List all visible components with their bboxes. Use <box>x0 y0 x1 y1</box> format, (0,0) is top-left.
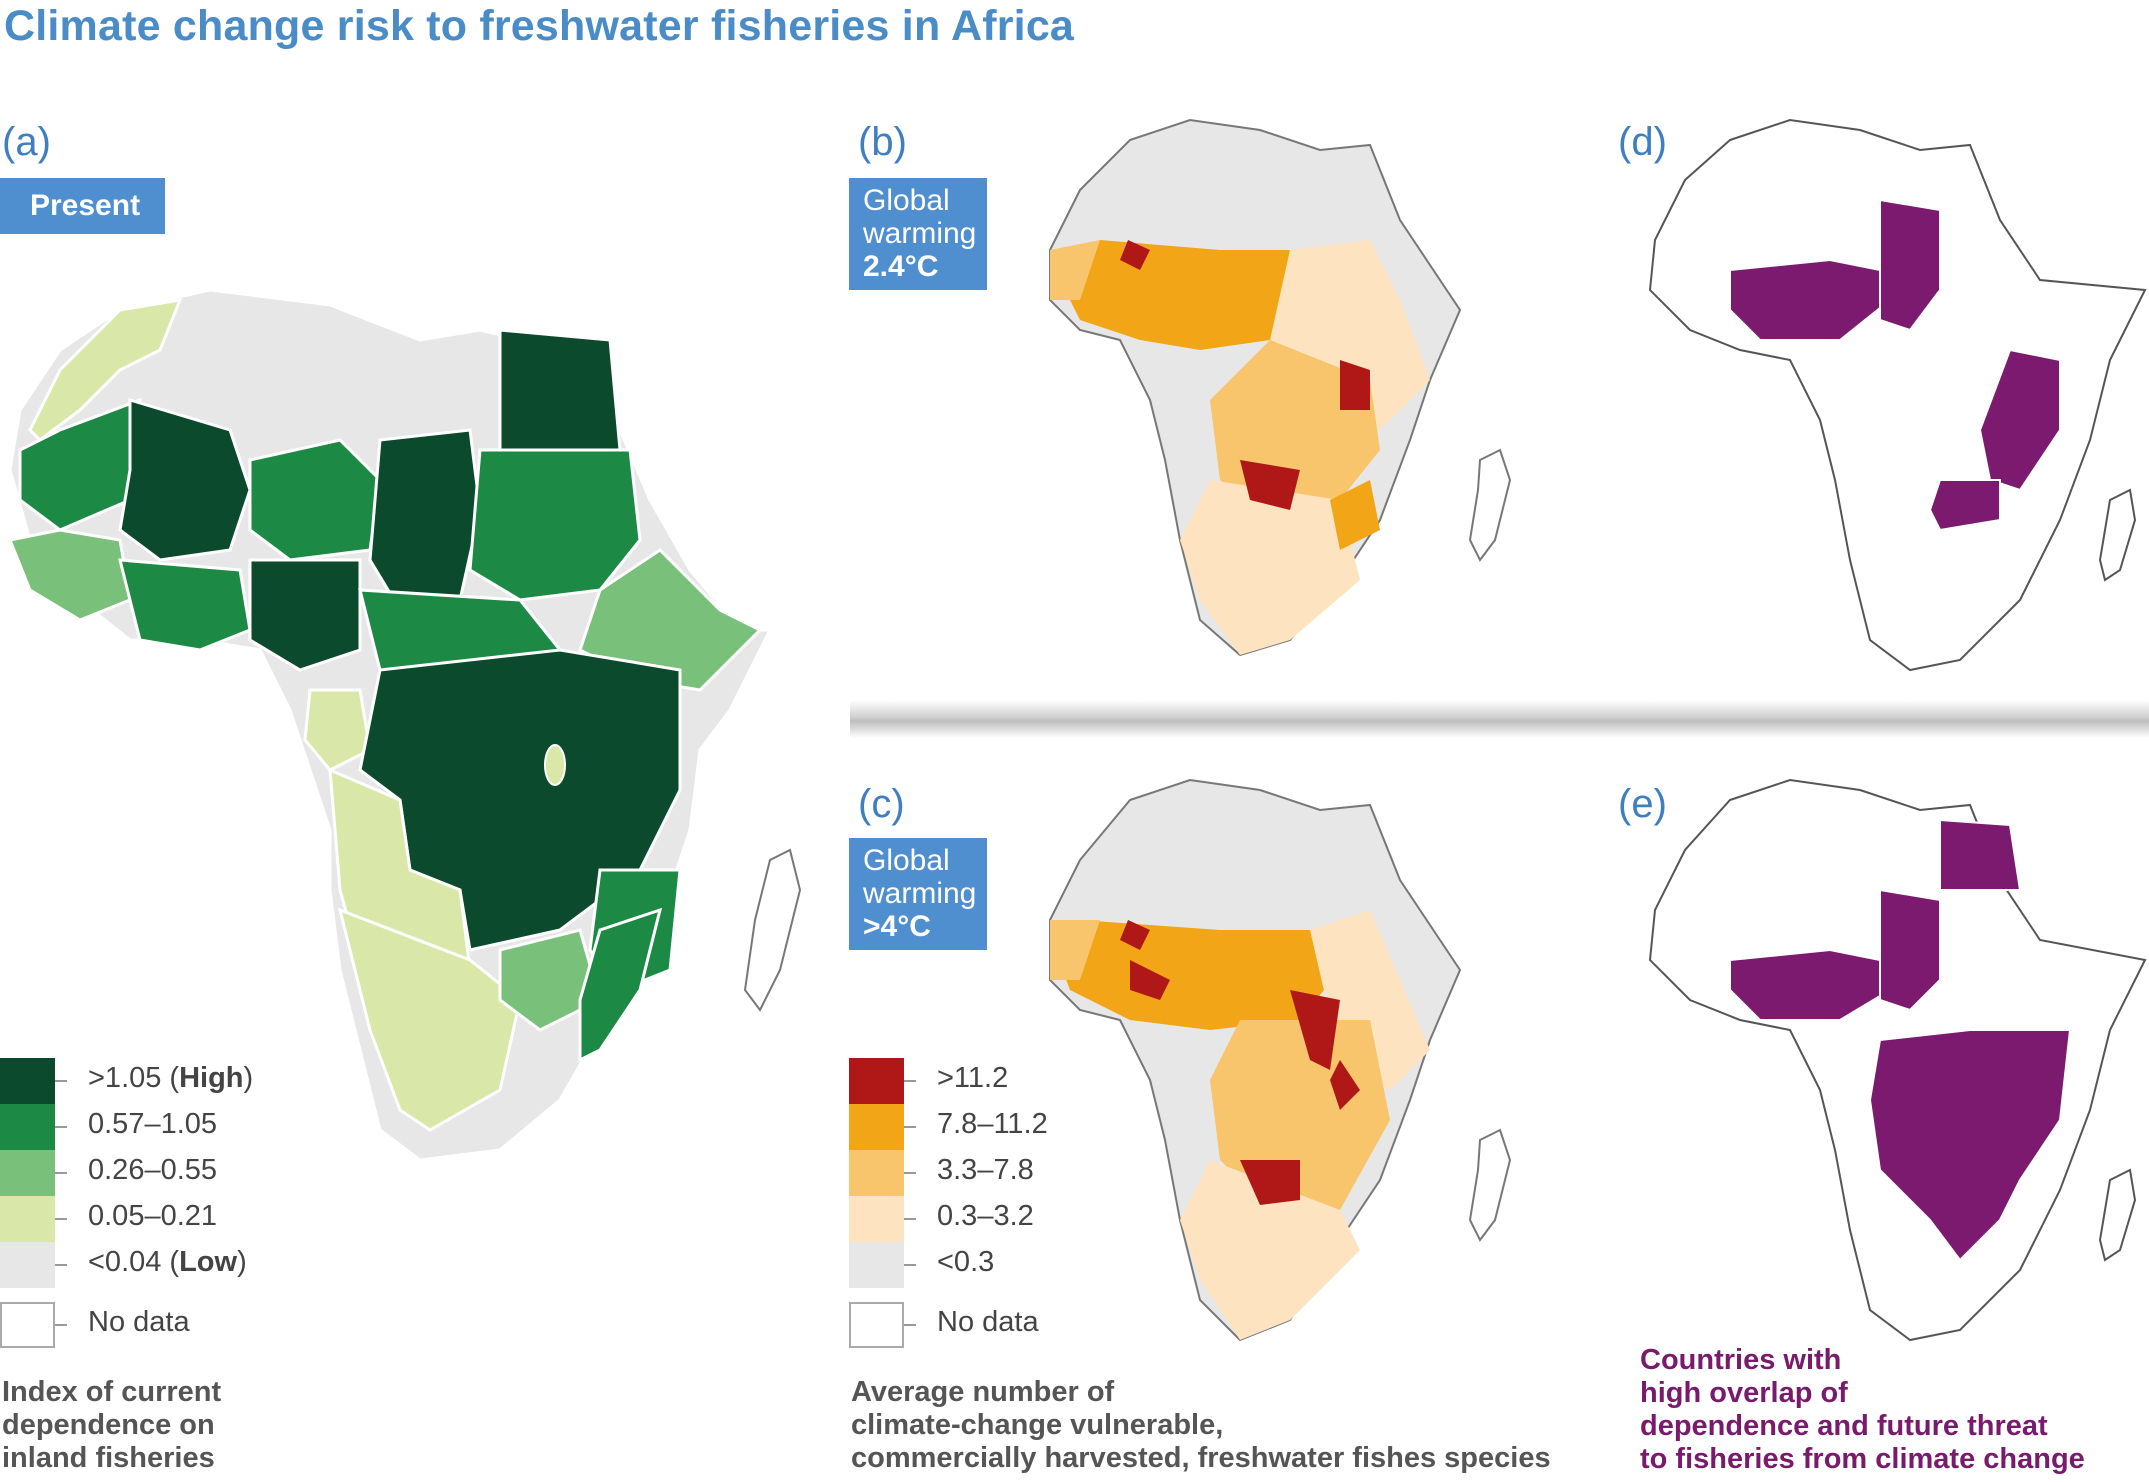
lake-victoria-a <box>544 744 566 786</box>
legend-species-swatch-5 <box>849 1242 904 1288</box>
panel-e-label: (e) <box>1618 782 1667 826</box>
legend-swatch-high <box>0 1058 55 1104</box>
region-nigeria <box>248 558 362 672</box>
warming-badge-c: Global warming >4°C <box>849 838 987 950</box>
region-westcoast <box>7 528 132 622</box>
legend-species-label-3: 3.3–7.8 <box>937 1154 1034 1186</box>
legend-species-label-5: <0.3 <box>937 1246 995 1278</box>
region-namibia <box>337 907 522 1132</box>
legend-label-high: >1.05 (High) <box>88 1062 254 1094</box>
region-mali <box>118 397 252 562</box>
region-zimbabwe <box>498 928 602 1032</box>
region-morocco <box>28 298 183 442</box>
map-e-overlap-4 <box>1648 778 2147 1342</box>
legend-swatch-4 <box>0 1196 55 1242</box>
legend-species-label-2: 7.8–11.2 <box>937 1108 1048 1140</box>
caption-dependence: Index of current dependence on inland fi… <box>2 1376 222 1474</box>
legend-swatch-2 <box>0 1104 55 1150</box>
region-gabon <box>303 688 372 772</box>
map-c-species-4 <box>1049 778 1512 1342</box>
panel-c-label: (c) <box>858 782 905 826</box>
legend-swatch-low <box>0 1242 55 1288</box>
legend-label-3: 0.26–0.55 <box>88 1154 218 1186</box>
legend-species-swatch-4 <box>849 1196 904 1242</box>
legend-label-nodata: No data <box>88 1306 190 1338</box>
legend-species-label-4: 0.3–3.2 <box>937 1200 1034 1232</box>
legend-species-swatch-nodata <box>849 1302 904 1348</box>
legend-species-label-nodata: No data <box>937 1306 1039 1338</box>
legend-species-swatch-3 <box>849 1150 904 1196</box>
caption-species: Average number of climate-change vulnera… <box>851 1376 1551 1474</box>
legend-label-2: 0.57–1.05 <box>88 1108 218 1140</box>
warming-badge-b: Global warming 2.4°C <box>849 178 987 290</box>
panel-divider <box>850 700 2149 738</box>
region-guinea-coast <box>118 558 252 652</box>
page-title: Climate change risk to freshwater fisher… <box>4 2 1075 50</box>
madagascar-a <box>743 848 802 1012</box>
legend-species-label-1: >11.2 <box>937 1062 1009 1094</box>
map-a-dependence <box>7 288 802 1162</box>
panel-a-label: (a) <box>2 120 51 164</box>
region-egypt <box>498 328 622 452</box>
legend-swatch-3 <box>0 1150 55 1196</box>
legend-swatch-nodata <box>0 1302 55 1348</box>
legend-label-low: <0.04 (Low) <box>88 1246 247 1278</box>
region-mozambique <box>578 907 663 1063</box>
map-b-species-2p4 <box>1049 118 1512 657</box>
region-chad <box>368 428 482 612</box>
caption-overlap: Countries with high overlap of dependenc… <box>1640 1344 2085 1475</box>
map-d-overlap-2p4 <box>1648 118 2147 672</box>
legend-label-4: 0.05–0.21 <box>88 1200 218 1232</box>
legend-species-swatch-2 <box>849 1104 904 1150</box>
panel-d-label: (d) <box>1618 120 1667 164</box>
present-badge: Present <box>0 178 165 234</box>
panel-b-label: (b) <box>858 120 907 164</box>
legend-species-swatch-1 <box>849 1058 904 1104</box>
